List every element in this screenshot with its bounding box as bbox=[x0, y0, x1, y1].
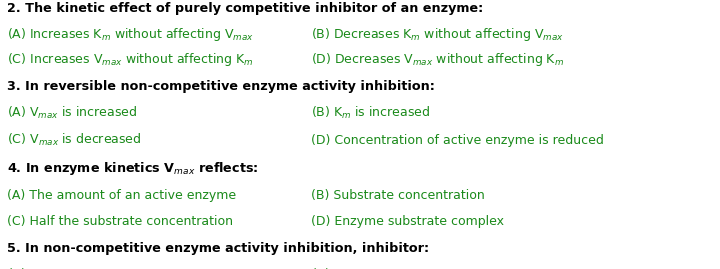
Text: (C) Half the substrate concentration: (C) Half the substrate concentration bbox=[7, 215, 233, 228]
Text: 2. The kinetic effect of purely competitive inhibitor of an enzyme:: 2. The kinetic effect of purely competit… bbox=[7, 2, 483, 15]
Text: (B) K$_m$ is increased: (B) K$_m$ is increased bbox=[311, 105, 431, 121]
Text: (A) Increases K$_m$: (A) Increases K$_m$ bbox=[7, 267, 112, 269]
Text: 4. In enzyme kinetics V$_{max}$ reflects:: 4. In enzyme kinetics V$_{max}$ reflects… bbox=[7, 160, 258, 177]
Text: 5. In non-competitive enzyme activity inhibition, inhibitor:: 5. In non-competitive enzyme activity in… bbox=[7, 242, 429, 255]
Text: 3. In reversible non-competitive enzyme activity inhibition:: 3. In reversible non-competitive enzyme … bbox=[7, 80, 435, 93]
Text: (A) The amount of an active enzyme: (A) The amount of an active enzyme bbox=[7, 189, 236, 201]
Text: (B) Decreases K$_m$: (B) Decreases K$_m$ bbox=[311, 267, 421, 269]
Text: (D) Concentration of active enzyme is reduced: (D) Concentration of active enzyme is re… bbox=[311, 134, 604, 147]
Text: (D) Decreases V$_{max}$ without affecting K$_m$: (D) Decreases V$_{max}$ without affectin… bbox=[311, 51, 564, 68]
Text: (C) Increases V$_{max}$ without affecting K$_m$: (C) Increases V$_{max}$ without affectin… bbox=[7, 51, 254, 68]
Text: (D) Enzyme substrate complex: (D) Enzyme substrate complex bbox=[311, 215, 504, 228]
Text: (B) Decreases K$_m$ without affecting V$_{max}$: (B) Decreases K$_m$ without affecting V$… bbox=[311, 26, 564, 43]
Text: (B) Substrate concentration: (B) Substrate concentration bbox=[311, 189, 485, 201]
Text: (A) V$_{max}$ is increased: (A) V$_{max}$ is increased bbox=[7, 105, 138, 121]
Text: (A) Increases K$_m$ without affecting V$_{max}$: (A) Increases K$_m$ without affecting V$… bbox=[7, 26, 254, 43]
Text: (C) V$_{max}$ is decreased: (C) V$_{max}$ is decreased bbox=[7, 132, 142, 148]
